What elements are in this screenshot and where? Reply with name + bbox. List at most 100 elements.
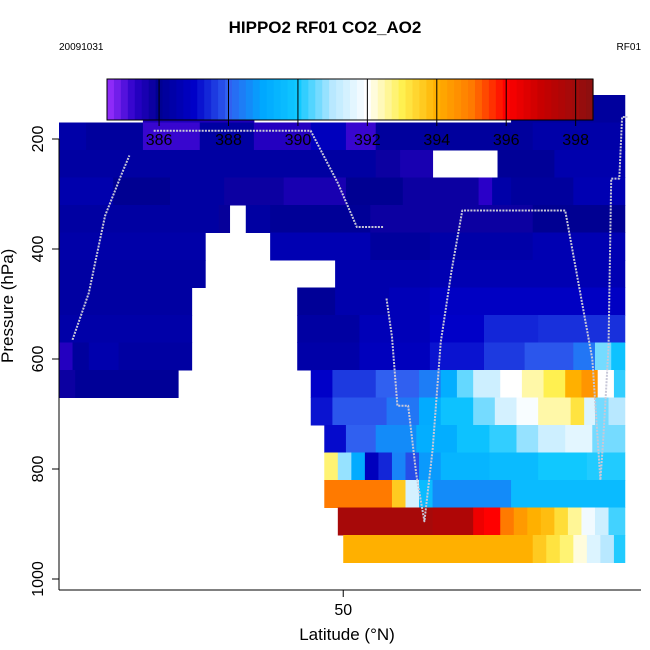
colorbar-swatch <box>412 79 421 120</box>
colorbar-frame <box>106 78 594 121</box>
colorbar-swatch <box>544 79 552 120</box>
heatmap-cell <box>419 397 442 426</box>
heatmap-cell <box>573 535 588 563</box>
colorbar-swatch <box>280 79 289 120</box>
heatmap-cell <box>581 507 596 536</box>
heatmap-cell <box>492 177 512 206</box>
heatmap-cell <box>592 425 626 453</box>
colorbar-swatch <box>537 79 545 120</box>
heatmap-cell <box>546 535 561 563</box>
y-tick-label: 800 <box>30 456 47 483</box>
heatmap-cell <box>297 287 336 316</box>
heatmap-cell <box>440 397 474 426</box>
heatmap-cell <box>386 397 420 426</box>
heatmap-cell <box>538 452 588 481</box>
x-tick-label: 50 <box>334 602 352 619</box>
heatmap-cell <box>324 425 347 453</box>
heatmap-cell <box>389 287 431 316</box>
heatmap-cell <box>118 342 193 371</box>
heatmap-cell <box>494 397 517 426</box>
heatmap-cell <box>270 205 371 233</box>
y-tick-label: 600 <box>30 346 47 373</box>
y-tick-label: 400 <box>30 236 47 263</box>
heatmap-cell <box>335 260 431 288</box>
colorbar-swatch <box>523 79 532 120</box>
colorbar-swatch <box>273 79 282 120</box>
heatmap-cell <box>581 370 599 398</box>
heatmap-cell <box>611 342 626 371</box>
heatmap-cell <box>500 370 523 398</box>
colorbar-swatch <box>204 79 212 120</box>
colorbar-swatch <box>113 79 122 120</box>
heatmap-cell <box>543 370 566 398</box>
heatmap-cell <box>511 480 626 508</box>
colorbar-swatch <box>551 79 559 120</box>
heatmap-cell <box>324 452 339 481</box>
colorbar-swatch <box>495 79 504 120</box>
colorbar-swatch <box>169 79 178 120</box>
colorbar-tick-label: 398 <box>562 132 589 149</box>
heatmap-cell <box>378 452 393 481</box>
heatmap-cell <box>224 177 285 206</box>
flight-track-line <box>385 116 628 523</box>
colorbar-swatch <box>516 79 525 120</box>
heatmap-cell <box>516 425 539 453</box>
heatmap-cell <box>429 260 626 288</box>
heatmap-cell <box>554 507 569 536</box>
heatmap-cell <box>613 370 626 398</box>
colorbar-swatch <box>259 79 268 120</box>
heatmap-cell <box>270 232 371 261</box>
heatmap-cell <box>540 507 555 536</box>
heatmap-cell <box>332 370 377 398</box>
colorbar-tick-label: 396 <box>493 132 520 149</box>
heatmap-cell <box>613 535 626 563</box>
heatmap-cell <box>584 397 596 426</box>
heatmap-cell <box>513 507 528 536</box>
heatmap-cell <box>419 370 442 398</box>
heatmap-cell <box>429 232 534 261</box>
heatmap-cell <box>489 425 517 453</box>
heatmap-cell <box>456 425 490 453</box>
colorbar-tick-label: 388 <box>215 132 242 149</box>
colorbar-swatch <box>183 79 191 120</box>
colorbar-swatch <box>190 79 198 120</box>
colorbar-swatch <box>315 79 323 120</box>
colorbar-swatch <box>356 79 365 120</box>
heatmap-cell <box>142 122 201 151</box>
heatmap-cell <box>245 205 271 233</box>
colorbar-swatch <box>245 79 254 120</box>
heatmap-cell <box>310 397 333 426</box>
heatmap-cell <box>310 122 347 151</box>
colorbar-swatch <box>211 79 219 120</box>
colorbar-swatch <box>120 79 129 120</box>
colorbar-swatch <box>301 79 309 120</box>
heatmap-cell <box>538 397 572 426</box>
colorbar-swatch <box>370 79 379 120</box>
x-axis-label: Latitude (°N) <box>299 625 395 644</box>
colorbar-swatch <box>398 79 407 120</box>
colorbar-swatch <box>586 79 594 120</box>
colorbar-swatch <box>343 79 351 120</box>
heatmap-cell <box>516 397 539 426</box>
colorbar-swatch <box>468 79 476 120</box>
heatmap-cell <box>559 535 574 563</box>
heatmap-cell <box>483 507 501 536</box>
flight-id: RF01 <box>616 42 641 53</box>
colorbar-swatch <box>565 79 573 120</box>
heatmap-cell <box>310 370 333 398</box>
heatmap-cell <box>608 397 626 426</box>
heatmap-cell <box>483 315 539 343</box>
heatmap-cell <box>440 370 458 398</box>
colorbar-swatch <box>461 79 469 120</box>
colorbar-swatch <box>218 79 226 120</box>
colorbar-swatch <box>558 79 566 120</box>
heatmap-cell <box>359 315 431 343</box>
heatmap-cell <box>524 342 574 371</box>
colorbar-swatch <box>134 79 143 120</box>
heatmap-cell <box>478 177 493 206</box>
colorbar-swatch <box>287 79 296 120</box>
colorbar-swatch <box>474 79 483 120</box>
heatmap-cell <box>335 287 390 316</box>
colorbar-swatch <box>308 79 316 120</box>
